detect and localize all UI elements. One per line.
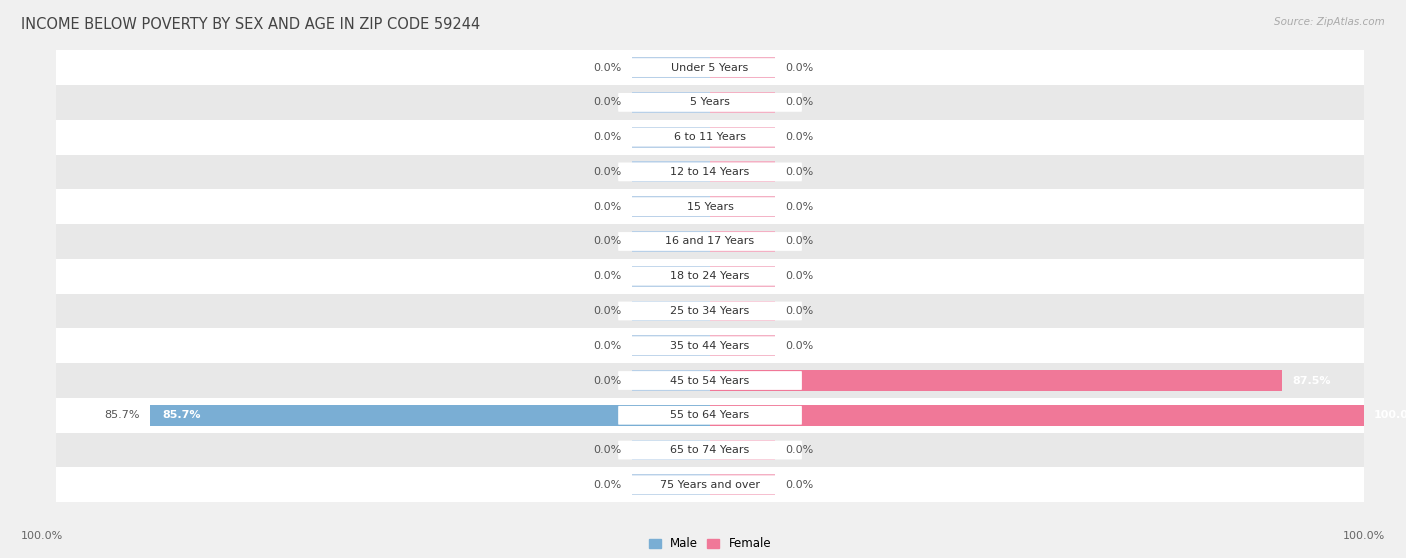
Bar (710, 301, 776, 321)
Text: 85.7%: 85.7% (163, 410, 201, 420)
Text: 45 to 54 Years: 45 to 54 Years (671, 376, 749, 386)
Text: 0.0%: 0.0% (785, 271, 814, 281)
Bar (710, 57, 776, 78)
Bar (56, 398, 1364, 432)
FancyBboxPatch shape (619, 232, 801, 251)
Text: 0.0%: 0.0% (785, 341, 814, 351)
Bar (631, 57, 710, 78)
Text: 0.0%: 0.0% (593, 237, 621, 247)
Text: 75 Years and over: 75 Years and over (659, 480, 761, 490)
Text: 55 to 64 Years: 55 to 64 Years (671, 410, 749, 420)
Bar (56, 432, 1364, 468)
Text: 0.0%: 0.0% (593, 132, 621, 142)
Bar (56, 259, 1364, 294)
Text: 87.5%: 87.5% (1292, 376, 1330, 386)
Text: 6 to 11 Years: 6 to 11 Years (673, 132, 747, 142)
Bar (56, 328, 1364, 363)
Bar (631, 266, 710, 287)
Bar (710, 474, 776, 496)
Text: 0.0%: 0.0% (593, 480, 621, 490)
Bar (710, 266, 776, 287)
Bar (56, 155, 1364, 189)
Text: 0.0%: 0.0% (785, 201, 814, 211)
FancyBboxPatch shape (619, 406, 801, 425)
Bar (710, 92, 776, 113)
FancyBboxPatch shape (619, 371, 801, 390)
Text: 0.0%: 0.0% (785, 62, 814, 73)
FancyBboxPatch shape (619, 198, 801, 216)
Bar (56, 363, 1364, 398)
Bar (710, 370, 1282, 391)
FancyBboxPatch shape (619, 301, 801, 320)
Text: 0.0%: 0.0% (593, 271, 621, 281)
FancyBboxPatch shape (619, 58, 801, 77)
Text: 25 to 34 Years: 25 to 34 Years (671, 306, 749, 316)
Text: 15 Years: 15 Years (686, 201, 734, 211)
Bar (56, 50, 1364, 85)
Bar (56, 468, 1364, 502)
Text: 0.0%: 0.0% (593, 98, 621, 107)
Bar (631, 301, 710, 321)
Text: 12 to 14 Years: 12 to 14 Years (671, 167, 749, 177)
Bar (631, 127, 710, 147)
Bar (710, 440, 776, 460)
Text: 18 to 24 Years: 18 to 24 Years (671, 271, 749, 281)
Text: 0.0%: 0.0% (593, 167, 621, 177)
Text: 5 Years: 5 Years (690, 98, 730, 107)
Text: 65 to 74 Years: 65 to 74 Years (671, 445, 749, 455)
Bar (149, 405, 710, 426)
Bar (631, 196, 710, 217)
Bar (56, 294, 1364, 328)
Text: 0.0%: 0.0% (593, 306, 621, 316)
Bar (56, 189, 1364, 224)
FancyBboxPatch shape (619, 128, 801, 147)
FancyBboxPatch shape (619, 93, 801, 112)
Bar (56, 85, 1364, 120)
Text: 0.0%: 0.0% (785, 132, 814, 142)
Text: INCOME BELOW POVERTY BY SEX AND AGE IN ZIP CODE 59244: INCOME BELOW POVERTY BY SEX AND AGE IN Z… (21, 17, 481, 32)
Text: 100.0%: 100.0% (1374, 410, 1406, 420)
Bar (631, 161, 710, 182)
Bar (631, 370, 710, 391)
Text: 100.0%: 100.0% (21, 531, 63, 541)
Bar (710, 196, 776, 217)
Text: Under 5 Years: Under 5 Years (672, 62, 748, 73)
Bar (710, 231, 776, 252)
Text: 0.0%: 0.0% (785, 98, 814, 107)
Text: 0.0%: 0.0% (593, 201, 621, 211)
Text: 0.0%: 0.0% (593, 62, 621, 73)
Text: 0.0%: 0.0% (593, 341, 621, 351)
Bar (56, 120, 1364, 155)
Text: 85.7%: 85.7% (104, 410, 141, 420)
FancyBboxPatch shape (619, 441, 801, 459)
Bar (56, 224, 1364, 259)
Text: 0.0%: 0.0% (785, 167, 814, 177)
Text: 100.0%: 100.0% (1343, 531, 1385, 541)
Legend: Male, Female: Male, Female (644, 532, 776, 555)
Text: 0.0%: 0.0% (785, 306, 814, 316)
FancyBboxPatch shape (619, 475, 801, 494)
Bar (631, 440, 710, 460)
FancyBboxPatch shape (619, 162, 801, 181)
Bar (631, 474, 710, 496)
FancyBboxPatch shape (619, 267, 801, 286)
Text: 0.0%: 0.0% (593, 376, 621, 386)
Bar (710, 161, 776, 182)
Text: 0.0%: 0.0% (785, 237, 814, 247)
Bar (631, 92, 710, 113)
Bar (631, 231, 710, 252)
Bar (710, 127, 776, 147)
Bar (710, 335, 776, 356)
Bar (710, 405, 1364, 426)
Text: 0.0%: 0.0% (785, 445, 814, 455)
Text: 0.0%: 0.0% (593, 445, 621, 455)
Text: Source: ZipAtlas.com: Source: ZipAtlas.com (1274, 17, 1385, 27)
FancyBboxPatch shape (619, 336, 801, 355)
Text: 0.0%: 0.0% (785, 480, 814, 490)
Text: 16 and 17 Years: 16 and 17 Years (665, 237, 755, 247)
Text: 35 to 44 Years: 35 to 44 Years (671, 341, 749, 351)
Bar (631, 335, 710, 356)
